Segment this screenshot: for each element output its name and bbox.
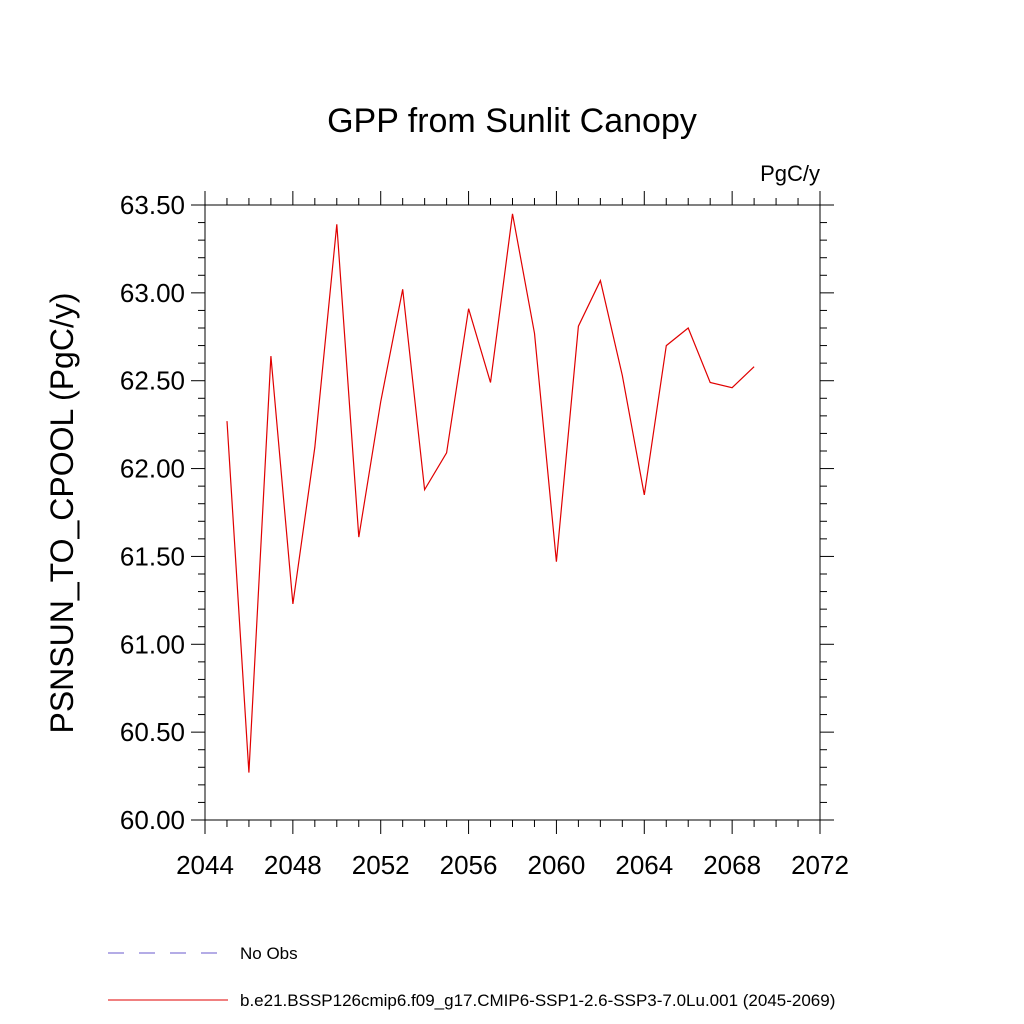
legend-label: No Obs	[240, 944, 298, 963]
x-tick-label: 2052	[352, 850, 410, 880]
y-axis-label: PSNSUN_TO_CPOOL (PgC/y)	[44, 293, 80, 734]
y-tick-label: 62.50	[120, 366, 185, 396]
series-line	[226, 213, 755, 773]
series-layer	[226, 213, 755, 773]
x-tick-label: 2044	[176, 850, 234, 880]
legend: No Obs b.e21.BSSP126cmip6.f09_g17.CMIP6-S…	[108, 944, 835, 1010]
chart-title: GPP from Sunlit Canopy	[327, 102, 697, 140]
x-tick-label: 2068	[703, 850, 761, 880]
y-tick-label: 61.50	[120, 541, 185, 571]
y-tick-label: 60.50	[120, 717, 185, 747]
units-label: PgC/y	[760, 161, 820, 186]
x-tick-label: 2060	[528, 850, 586, 880]
x-tick-label: 2056	[440, 850, 498, 880]
y-tick-label: 60.00	[120, 805, 185, 835]
y-tick-label: 61.00	[120, 629, 185, 659]
y-tick-label: 63.50	[120, 190, 185, 220]
x-tick-label: 2064	[615, 850, 673, 880]
x-tick-label: 2072	[791, 850, 849, 880]
x-tick-label: 2048	[264, 850, 322, 880]
legend-label: b.e21.BSSP126cmip6.f09_g17.CMIP6-SSP1-2.…	[240, 991, 835, 1010]
y-tick-label: 63.00	[120, 278, 185, 308]
plot-frame	[204, 204, 821, 821]
y-tick-label: 62.00	[120, 454, 185, 484]
tick-labels: 2044 2048 2052 2056 2060 2064 2068 2072 60.00 60.…	[120, 190, 849, 880]
axis-ticks	[191, 191, 834, 834]
